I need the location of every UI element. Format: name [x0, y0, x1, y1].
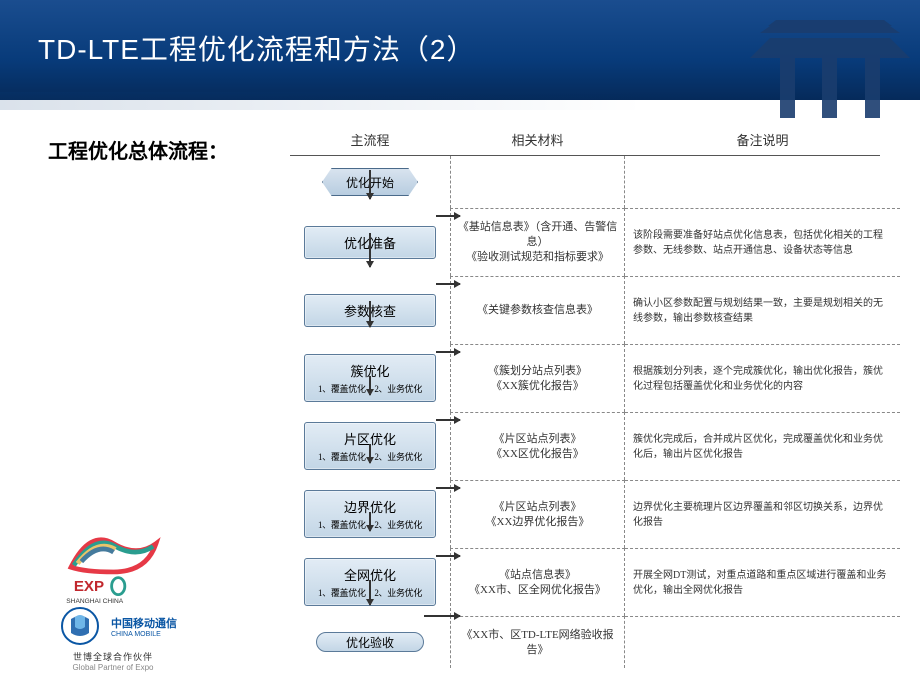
flow-note-cell: 确认小区参数配置与规划结果一致，主要是规划相关的无线参数，输出参数核查结果	[625, 276, 900, 344]
flow-row: 片区优化1、覆盖优化 2、业务优化《片区站点列表》《XX区优化报告》簇优化完成后…	[290, 412, 900, 480]
flow-note-cell: 开展全网DT测试，对重点道路和重点区域进行覆盖和业务优化，输出全网优化报告	[625, 548, 900, 616]
flow-arrow-right	[436, 351, 460, 353]
page-title: TD-LTE工程优化流程和方法（2）	[38, 28, 920, 68]
flow-arrow-right	[436, 419, 460, 421]
flow-note-cell: 根据簇划分列表，逐个完成簇优化，输出优化报告，簇优化过程包括覆盖优化和业务优化的…	[625, 344, 900, 412]
flow-note-cell: 该阶段需要准备好站点优化信息表，包括优化相关的工程参数、无线参数、站点开通信息、…	[625, 208, 900, 276]
flow-arrow-right	[436, 215, 460, 217]
flow-note-cell: 边界优化主要梳理片区边界覆盖和邻区切换关系，边界优化报告	[625, 480, 900, 548]
flow-arrow-down	[369, 170, 371, 199]
flow-row: 边界优化1、覆盖优化 2、业务优化《片区站点列表》《XX边界优化报告》边界优化主…	[290, 480, 900, 548]
flow-material-cell: 《片区站点列表》《XX边界优化报告》	[450, 480, 625, 548]
col-header-note: 备注说明	[625, 130, 900, 149]
flow-material-cell: 《簇划分站点列表》《XX簇优化报告》	[450, 344, 625, 412]
flow-material-cell: 《站点信息表》《XX市、区全网优化报告》	[450, 548, 625, 616]
title-bar: TD-LTE工程优化流程和方法（2）	[0, 0, 920, 100]
flow-note-cell	[625, 616, 900, 668]
subtitle: 工程优化总体流程：	[48, 135, 228, 164]
flow-note-cell	[625, 156, 900, 208]
flow-arrow-down	[369, 301, 371, 328]
flow-arrow-down	[369, 233, 371, 267]
china-mobile-label-en: CHINA MOBILE	[111, 631, 177, 638]
flow-material-cell	[450, 156, 625, 208]
flow-arrow-right	[436, 487, 460, 489]
flow-row: 优化准备《基站信息表》（含开通、告警信息）《验收测试规范和指标要求》该阶段需要准…	[290, 208, 900, 276]
flow-material-cell: 《片区站点列表》《XX区优化报告》	[450, 412, 625, 480]
flow-row: 全网优化1、覆盖优化 2、业务优化《站点信息表》《XX市、区全网优化报告》开展全…	[290, 548, 900, 616]
flow-material-cell: 《XX市、区TD-LTE网络验收报告》	[450, 616, 625, 668]
flow-note-cell: 簇优化完成后，合并成片区优化，完成覆盖优化和业务优化后，输出片区优化报告	[625, 412, 900, 480]
flowchart: 主流程 相关材料 备注说明 优化开始优化准备《基站信息表》（含开通、告警信息）《…	[290, 130, 900, 668]
flow-row: 优化开始	[290, 156, 900, 208]
flow-row: 簇优化1、覆盖优化 2、业务优化《簇划分站点列表》《XX簇优化报告》根据簇划分列…	[290, 344, 900, 412]
svg-text:EXP: EXP	[73, 578, 103, 595]
partner-label-en: Global Partner of Expo	[28, 663, 198, 672]
svg-text:SHANGHAI CHINA: SHANGHAI CHINA	[66, 598, 124, 605]
flow-row: 优化验收 《XX市、区TD-LTE网络验收报告》	[290, 616, 900, 668]
flow-arrow-down	[369, 512, 371, 531]
column-headers: 主流程 相关材料 备注说明	[290, 130, 900, 149]
flow-arrow-down	[369, 444, 371, 463]
flow-arrow-right	[424, 615, 460, 617]
flow-material-cell: 《关键参数核查信息表》	[450, 276, 625, 344]
logo-area: EXP SHANGHAI CHINA 中国移动通信 CHINA MOBILE 世…	[28, 520, 198, 672]
flow-arrow-right	[436, 555, 460, 557]
partner-label-cn: 世博全球合作伙伴	[28, 650, 198, 663]
col-header-material: 相关材料	[450, 130, 625, 149]
flow-material-cell: 《基站信息表》（含开通、告警信息）《验收测试规范和指标要求》	[450, 208, 625, 276]
col-header-main: 主流程	[290, 130, 450, 149]
flow-arrow-down	[369, 376, 371, 395]
china-mobile-label-cn: 中国移动通信	[111, 615, 177, 631]
flow-arrow-right	[436, 283, 460, 285]
flow-main-cell: 优化验收	[290, 616, 450, 668]
expo-logo-icon: EXP SHANGHAI CHINA	[56, 520, 171, 605]
china-mobile-icon	[59, 605, 101, 647]
flow-row: 参数核查《关键参数核查信息表》确认小区参数配置与规划结果一致，主要是规划相关的无…	[290, 276, 900, 344]
flow-end-node: 优化验收	[316, 632, 424, 652]
flow-arrow-down	[369, 580, 371, 605]
